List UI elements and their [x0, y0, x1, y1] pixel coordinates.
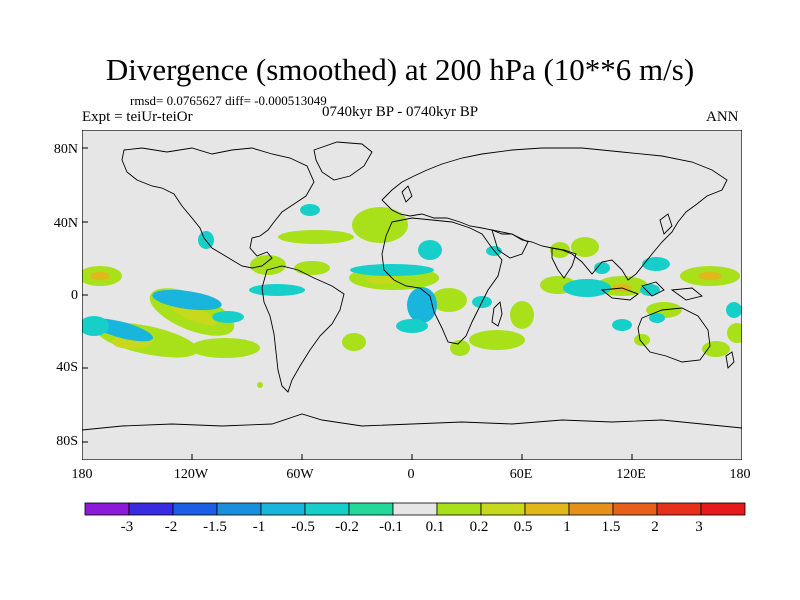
stats-text: rmsd= 0.0765627 diff= -0.000513049 — [130, 93, 327, 108]
colorbar-swatch — [348, 502, 394, 516]
lon-tick-60w: 60W — [286, 467, 314, 482]
colorbar-label: 1.5 — [601, 519, 621, 535]
colorbar-label: 1 — [563, 519, 571, 535]
colorbar-swatch — [656, 502, 702, 516]
colorbar-label: 0.2 — [469, 519, 489, 535]
colorbar-label: -0.2 — [335, 519, 359, 535]
divergence-contours — [82, 204, 742, 388]
lon-tick-180e: 180 — [729, 467, 751, 482]
season-label: ANN — [706, 109, 739, 125]
colorbar-swatch — [304, 502, 350, 516]
experiment-label: Expt = teiUr-teiOr — [82, 109, 193, 125]
colorbar-swatch — [172, 502, 218, 516]
lon-tick-180w: 180 — [71, 467, 93, 482]
colorbar-swatch — [128, 502, 174, 516]
lon-tick-0: 0 — [407, 467, 415, 482]
colorbar-label: -1.5 — [203, 519, 227, 535]
colorbar-swatch — [260, 502, 306, 516]
axis-ticks — [82, 147, 633, 460]
lat-tick-0: 0 — [71, 288, 78, 303]
plot-title: Divergence (smoothed) at 200 hPa (10**6 … — [105, 52, 695, 87]
colorbar-label: -0.5 — [291, 519, 315, 535]
coastlines — [82, 141, 742, 431]
lon-tick-120e: 120E — [616, 467, 646, 482]
period-label: 0740kyr BP - 0740kyr BP — [322, 104, 479, 120]
lat-tick-40s: 40S — [56, 360, 78, 375]
colorbar-label: 0.1 — [425, 519, 445, 535]
lon-tick-120w: 120W — [173, 467, 209, 482]
colorbar-swatch — [84, 502, 130, 516]
colorbar-label: 0.5 — [513, 519, 533, 535]
lat-tick-80s: 80S — [56, 434, 78, 449]
lat-tick-40n: 40N — [53, 216, 78, 231]
lon-tick-60e: 60E — [509, 467, 533, 482]
colorbar-label: -0.1 — [379, 519, 403, 535]
divergence-map — [82, 130, 742, 460]
colorbar-swatch — [480, 502, 526, 516]
colorbar-label: 3 — [695, 519, 703, 535]
colorbar-swatch — [216, 502, 262, 516]
colorbar-swatch — [436, 502, 482, 516]
colorbar-swatch — [700, 502, 746, 516]
colorbar-label: -2 — [164, 519, 178, 535]
colorbar-swatch — [524, 502, 570, 516]
colorbar-swatch — [612, 502, 658, 516]
lat-tick-80n: 80N — [53, 142, 78, 157]
colorbar-label: -3 — [120, 519, 134, 535]
colorbar-swatch — [568, 502, 614, 516]
colorbar-label: -1 — [252, 519, 266, 535]
colorbar-label: 2 — [651, 519, 659, 535]
colorbar-swatch — [392, 502, 438, 516]
